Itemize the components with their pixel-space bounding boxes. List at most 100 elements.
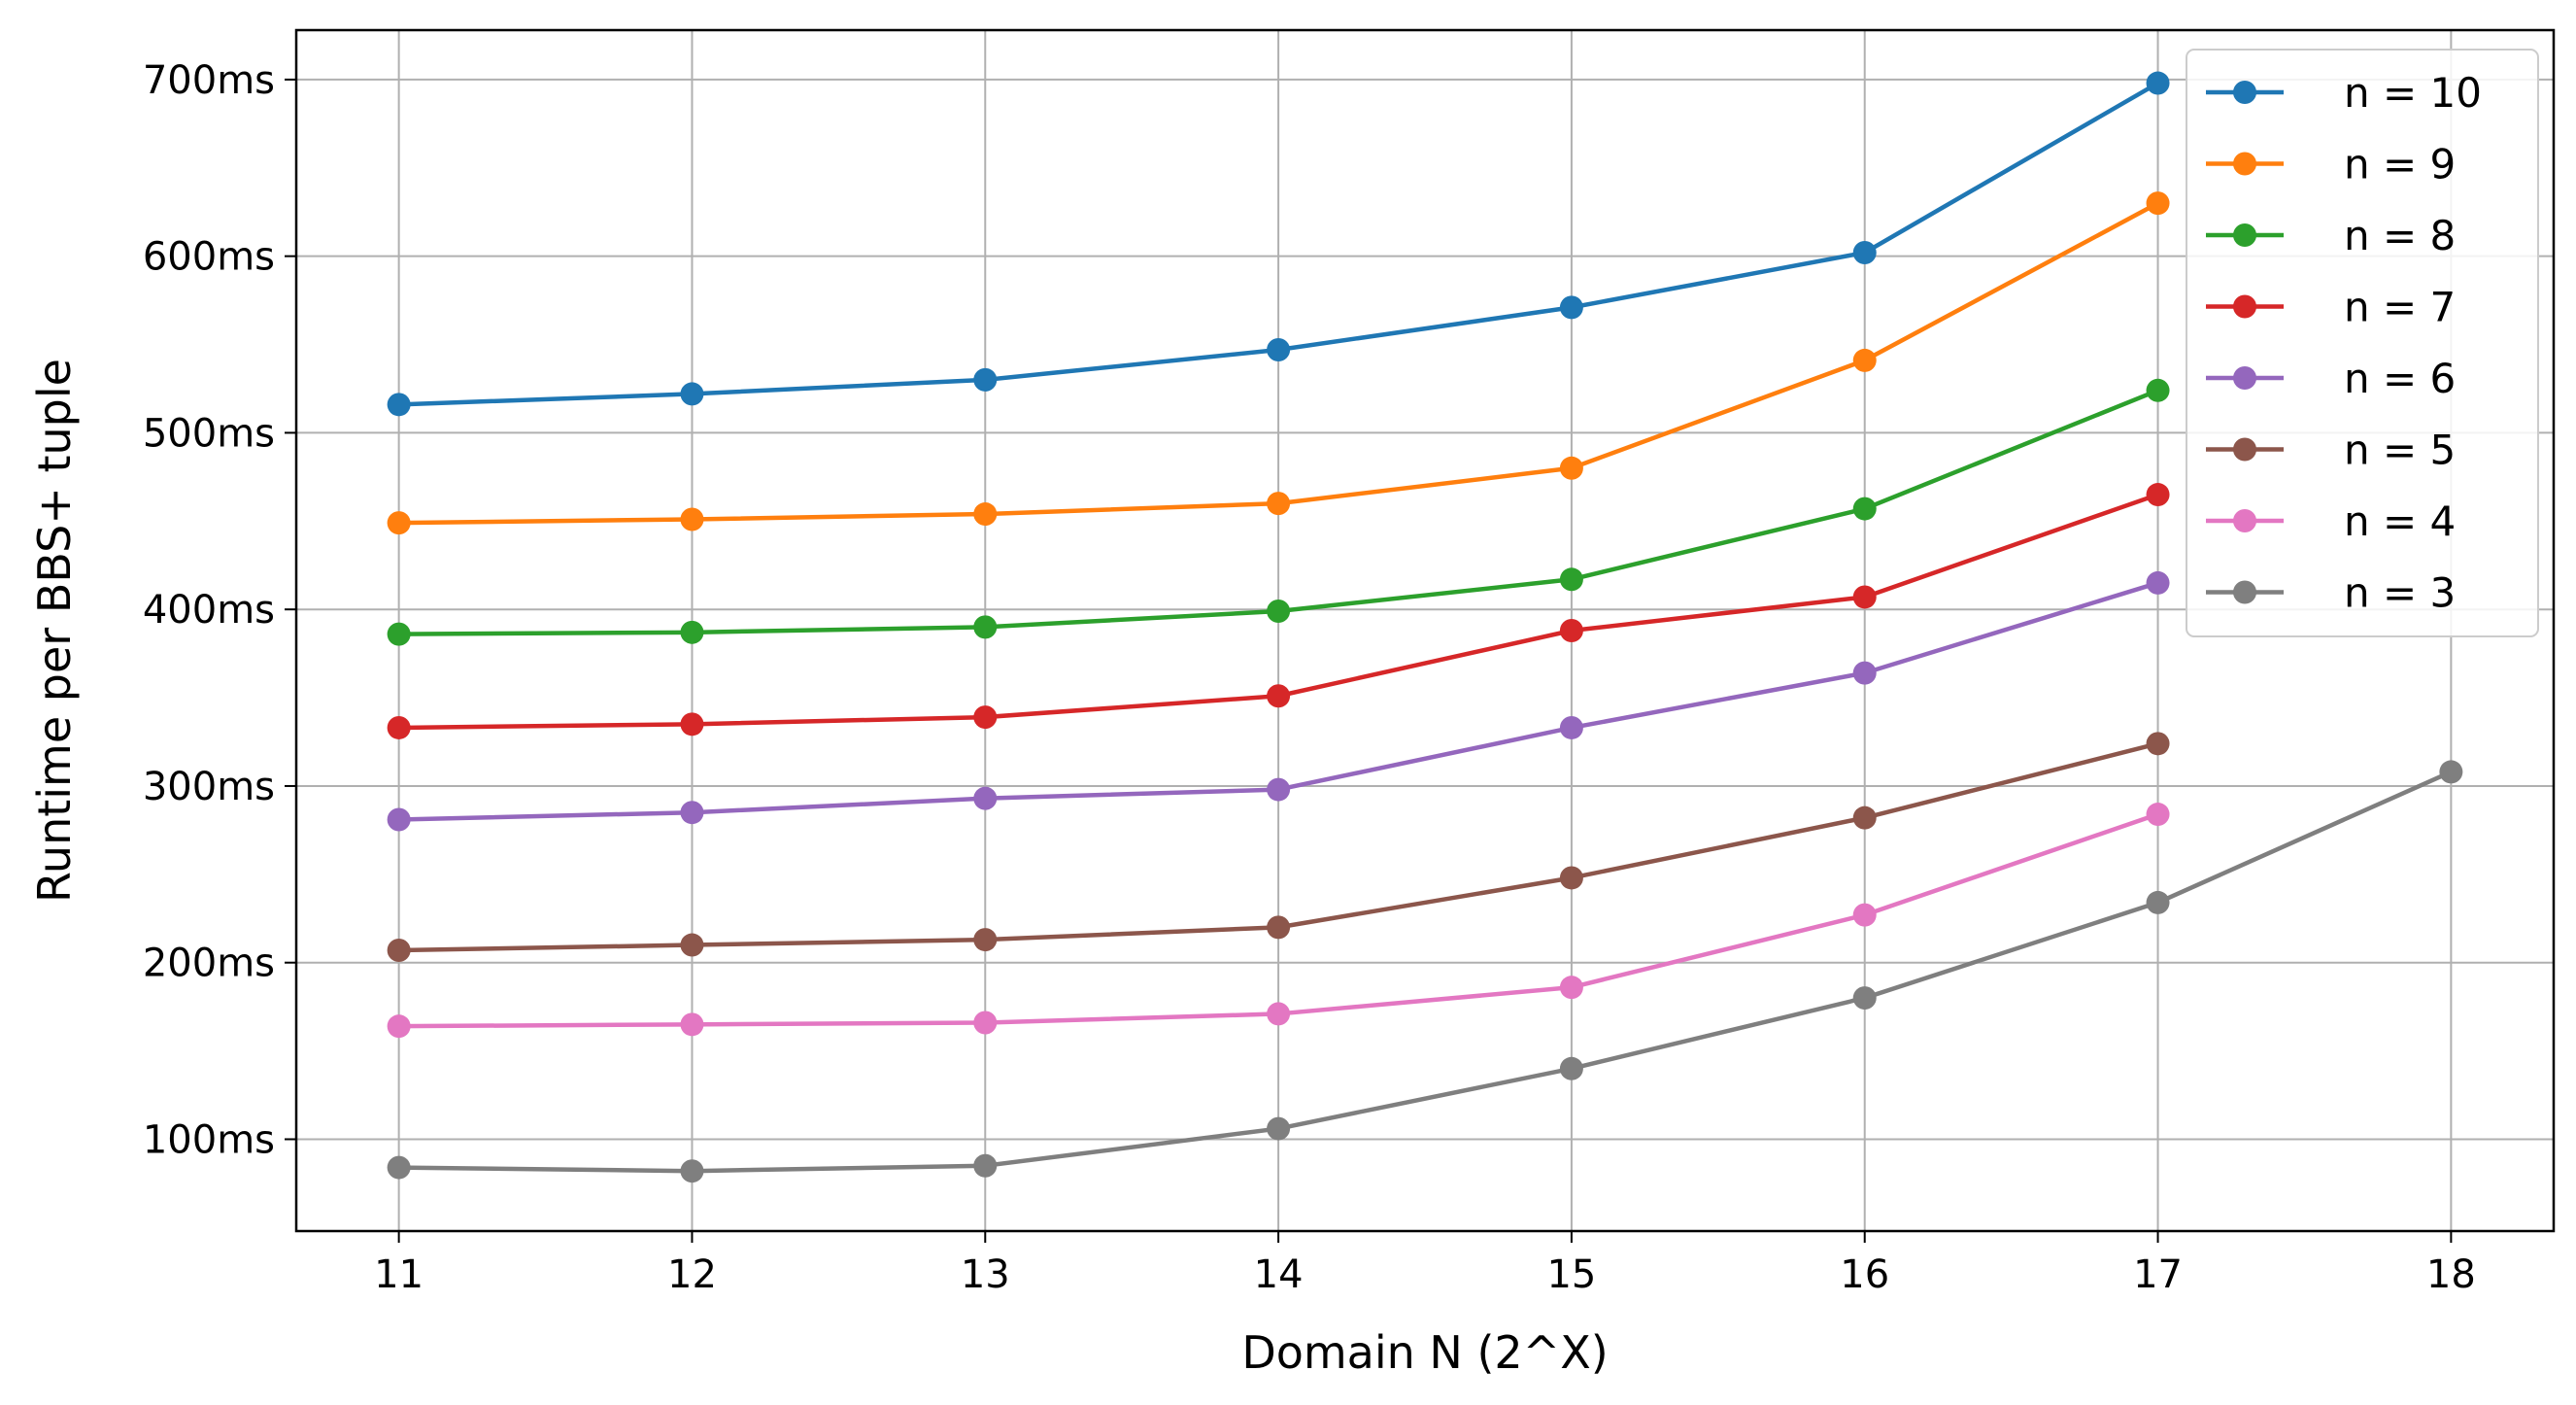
- data-point: [680, 507, 704, 531]
- data-point: [2146, 378, 2170, 402]
- legend-label: n = 7: [2344, 284, 2456, 331]
- series-line: [398, 770, 2453, 1174]
- legend-label: n = 5: [2344, 427, 2456, 474]
- legend-item: n = 7: [2206, 284, 2456, 331]
- data-point: [1852, 497, 1877, 521]
- data-point: [1267, 1116, 1291, 1141]
- data-point: [1559, 715, 1583, 739]
- legend-swatch-marker: [2233, 81, 2256, 104]
- data-point: [1559, 567, 1583, 592]
- legend-item: n = 6: [2206, 355, 2456, 402]
- data-point: [680, 620, 704, 644]
- data-point: [387, 938, 411, 962]
- data-point: [1852, 661, 1877, 685]
- data-point: [680, 1159, 704, 1183]
- data-point: [680, 801, 704, 825]
- legend-label: n = 3: [2344, 569, 2456, 617]
- legend-item: n = 5: [2206, 427, 2456, 474]
- data-point: [1852, 585, 1877, 609]
- data-point: [1559, 295, 1583, 320]
- data-point: [387, 807, 411, 832]
- data-point: [1267, 600, 1291, 624]
- data-point: [1267, 915, 1291, 940]
- x-tick-label: 17: [2133, 1252, 2183, 1297]
- data-point: [2146, 890, 2170, 914]
- legend-box: [2186, 49, 2539, 637]
- y-tick-label: 100ms: [143, 1117, 275, 1162]
- data-point: [680, 1012, 704, 1037]
- legend-label: n = 10: [2344, 69, 2482, 117]
- x-tick-label: 14: [1254, 1252, 1304, 1297]
- data-point: [2146, 570, 2170, 595]
- x-tick-label: 12: [667, 1252, 717, 1297]
- y-axis-label: Runtime per BBS+ tuple: [28, 359, 81, 903]
- legend-label: n = 4: [2344, 497, 2456, 545]
- legend-swatch-marker: [2233, 437, 2256, 462]
- data-point: [1852, 986, 1877, 1011]
- x-tick-label: 18: [2426, 1252, 2476, 1297]
- data-point: [973, 786, 998, 810]
- series-n10: [387, 71, 2170, 417]
- series-n5: [387, 732, 2170, 962]
- data-point: [387, 715, 411, 739]
- legend-label: n = 8: [2344, 212, 2456, 259]
- data-point: [1267, 337, 1291, 361]
- data-point: [2439, 760, 2463, 784]
- data-point: [680, 382, 704, 406]
- data-point: [387, 511, 411, 535]
- y-tick-label: 500ms: [143, 411, 275, 456]
- y-tick-label: 300ms: [143, 765, 275, 809]
- legend-item: n = 8: [2206, 212, 2456, 259]
- legend-swatch-marker: [2233, 580, 2256, 604]
- x-tick-label: 16: [1840, 1252, 1889, 1297]
- legend-item: n = 9: [2206, 141, 2456, 188]
- data-point: [1267, 684, 1291, 708]
- series-n4: [387, 803, 2170, 1039]
- data-point: [1267, 492, 1291, 516]
- data-point: [973, 367, 998, 392]
- data-point: [973, 502, 998, 527]
- series-n9: [387, 191, 2170, 535]
- x-tick-label: 13: [961, 1252, 1010, 1297]
- series-n6: [387, 570, 2170, 832]
- series-n3: [387, 760, 2463, 1183]
- series-n7: [387, 483, 2170, 739]
- legend-swatch-marker: [2233, 509, 2256, 532]
- data-point: [1267, 1002, 1291, 1026]
- legend-item: n = 3: [2206, 569, 2456, 617]
- legend-swatch-marker: [2233, 223, 2256, 247]
- y-tick-label: 400ms: [143, 588, 275, 633]
- series-n8: [387, 378, 2170, 646]
- data-point: [973, 928, 998, 952]
- data-point: [2146, 483, 2170, 507]
- legend-swatch-marker: [2233, 294, 2256, 319]
- x-tick-label: 15: [1546, 1252, 1596, 1297]
- plot-frame: [294, 28, 2556, 1233]
- series-group: [387, 71, 2463, 1183]
- legend-label: n = 9: [2344, 141, 2456, 188]
- data-point: [1559, 456, 1583, 480]
- data-point: [1559, 976, 1583, 1000]
- data-point: [973, 1011, 998, 1035]
- data-point: [680, 933, 704, 957]
- data-point: [1852, 241, 1877, 265]
- legend-item: n = 10: [2206, 69, 2482, 117]
- x-axis-label: Domain N (2^X): [1241, 1326, 1608, 1379]
- data-point: [1559, 866, 1583, 890]
- data-point: [1852, 348, 1877, 372]
- data-point: [1559, 1056, 1583, 1080]
- data-point: [680, 712, 704, 737]
- data-point: [1267, 777, 1291, 802]
- data-point: [387, 1014, 411, 1039]
- data-point: [2146, 732, 2170, 756]
- data-point: [1852, 805, 1877, 830]
- data-point: [2146, 71, 2170, 95]
- data-point: [1559, 619, 1583, 642]
- legend-swatch-marker: [2233, 152, 2256, 176]
- legend: n = 10 n = 9 n = 8 n = 7 n = 6 n = 5 n = 4 n = …: [2186, 49, 2539, 637]
- legend-swatch-marker: [2233, 366, 2256, 390]
- data-point: [387, 1155, 411, 1180]
- legend-item: n = 4: [2206, 497, 2456, 545]
- data-point: [973, 705, 998, 730]
- data-point: [973, 615, 998, 639]
